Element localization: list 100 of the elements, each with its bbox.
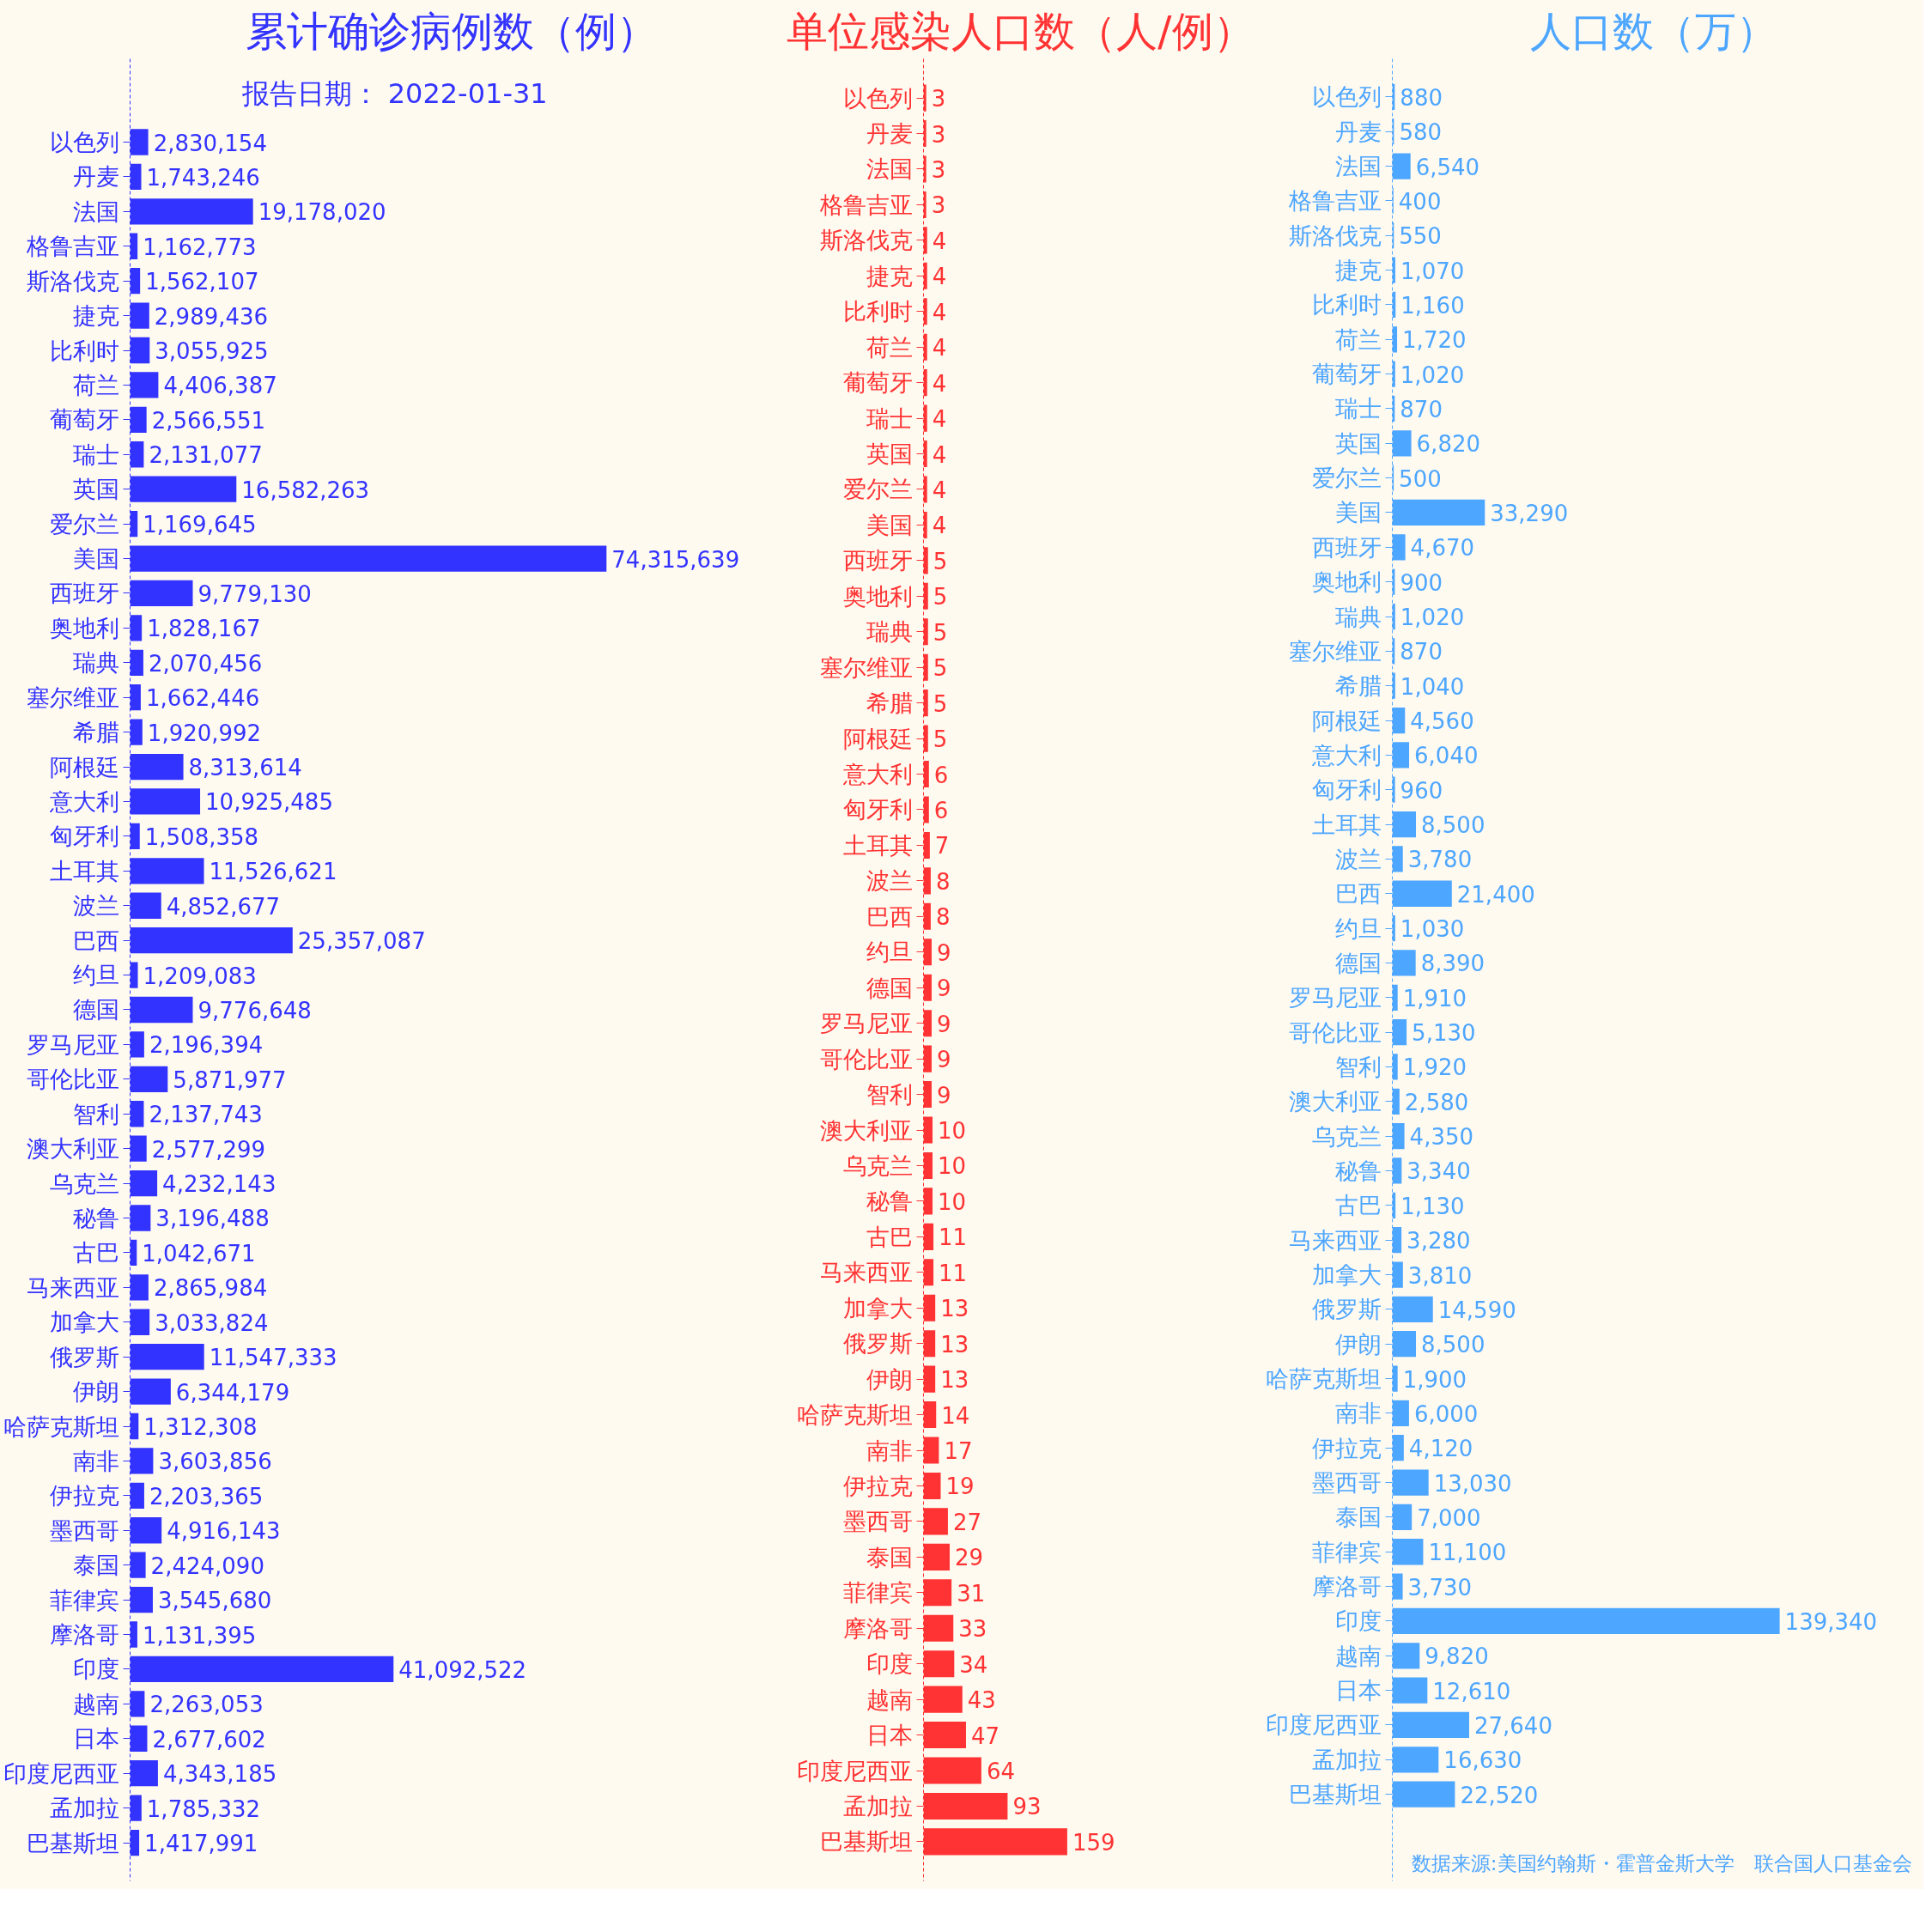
y-tick-label: 斯洛伐克	[26, 267, 119, 295]
y-tick-label: 丹麦	[866, 120, 913, 148]
data-label: 6,820	[1416, 431, 1481, 458]
data-label: 1,020	[1400, 605, 1465, 631]
y-tick-label: 孟加拉	[49, 1795, 119, 1822]
data-label: 5	[933, 690, 948, 717]
y-tick-label: 越南	[72, 1690, 119, 1717]
y-tick-label: 葡萄牙	[1311, 361, 1382, 388]
data-label: 2,203,365	[149, 1483, 264, 1510]
data-label: 25,357,087	[297, 928, 426, 955]
data-label: 7,000	[1417, 1504, 1481, 1531]
y-tick-label: 澳大利亚	[1288, 1088, 1382, 1115]
data-label: 2,566,551	[151, 407, 265, 434]
y-tick-label: 智利	[866, 1081, 913, 1109]
data-label: 2,830,154	[153, 130, 267, 156]
data-label: 9	[936, 1082, 951, 1109]
y-tick-label: 摩洛哥	[842, 1614, 913, 1642]
data-label: 13	[940, 1331, 969, 1358]
data-label: 11,526,621	[209, 859, 337, 885]
y-tick-label: 葡萄牙	[49, 406, 119, 434]
y-tick-label: 哈萨克斯坦	[796, 1401, 913, 1429]
y-tick-label: 以色列	[842, 84, 913, 112]
y-tick-label: 塞尔维亚	[1288, 637, 1382, 665]
y-tick-label: 格鲁吉亚	[818, 191, 913, 218]
y-tick-label: 奥地利	[49, 614, 119, 641]
data-label: 400	[1398, 188, 1442, 215]
data-label: 10	[938, 1188, 967, 1215]
y-tick-label: 瑞典	[1334, 603, 1382, 630]
data-label: 9,820	[1425, 1643, 1489, 1670]
data-label: 4,232,143	[162, 1171, 276, 1198]
y-tick-label: 俄罗斯	[1311, 1296, 1382, 1323]
data-label: 13	[940, 1296, 969, 1322]
y-tick-label: 德国	[72, 996, 119, 1024]
data-label: 900	[1400, 569, 1443, 596]
data-label: 64	[986, 1759, 1015, 1785]
y-tick-label: 哥伦比亚	[26, 1066, 119, 1093]
y-tick-label: 马来西亚	[26, 1273, 119, 1301]
data-label: 1,070	[1400, 258, 1465, 284]
y-tick-label: 捷克	[1334, 257, 1382, 284]
y-tick-label: 意大利	[1310, 741, 1382, 769]
data-label: 27,640	[1473, 1712, 1552, 1739]
data-label: 8,313,614	[188, 755, 302, 781]
y-tick-label: 德国	[866, 974, 913, 1001]
data-label: 21,400	[1456, 881, 1535, 908]
y-tick-label: 越南	[1334, 1642, 1382, 1669]
data-label: 6,540	[1415, 154, 1480, 180]
data-label: 4	[932, 406, 947, 433]
data-label: 3,055,925	[155, 338, 269, 365]
y-tick-label: 哥伦比亚	[819, 1045, 913, 1072]
y-tick-label: 波兰	[866, 867, 913, 895]
y-tick-label: 乌克兰	[49, 1170, 119, 1197]
y-tick-label: 马来西亚	[1288, 1226, 1382, 1254]
data-label: 6,000	[1413, 1400, 1479, 1427]
y-tick-label: 瑞士	[1334, 395, 1382, 422]
data-label: 3,780	[1407, 847, 1473, 873]
y-tick-label: 澳大利亚	[819, 1116, 913, 1144]
data-label: 4,120	[1408, 1436, 1473, 1462]
y-tick-label: 伊朗	[866, 1365, 913, 1393]
y-tick-label: 智利	[1334, 1053, 1382, 1080]
data-label: 7	[934, 833, 950, 860]
y-tick-label: 印度	[1334, 1607, 1382, 1635]
y-tick-label: 格鲁吉亚	[1287, 187, 1382, 215]
data-label: 4,560	[1410, 708, 1474, 735]
data-label: 14	[941, 1402, 970, 1429]
data-label: 139,340	[1784, 1608, 1878, 1635]
y-tick-label: 南非	[72, 1447, 119, 1474]
y-tick-label: 巴西	[866, 902, 913, 930]
y-tick-label: 英国	[1334, 429, 1382, 457]
data-label: 93	[1012, 1794, 1042, 1820]
data-label: 9	[936, 1011, 951, 1037]
y-tick-label: 丹麦	[72, 163, 119, 191]
y-tick-label: 匈牙利	[1311, 776, 1382, 804]
data-label: 11	[939, 1260, 968, 1286]
data-label: 2,580	[1404, 1089, 1469, 1115]
chart-title: 人口数（万）	[1530, 6, 1777, 55]
data-label: 13,030	[1433, 1470, 1512, 1497]
data-label: 4	[932, 228, 947, 254]
data-label: 43	[967, 1687, 996, 1714]
data-label: 19	[945, 1473, 975, 1500]
y-tick-label: 巴西	[72, 927, 119, 954]
data-label: 1,417,991	[144, 1831, 258, 1857]
data-label: 1,030	[1400, 916, 1465, 943]
data-label: 33,290	[1490, 500, 1569, 526]
y-tick-label: 巴基斯坦	[819, 1828, 913, 1856]
data-label: 4	[932, 299, 947, 325]
data-label: 1,312,308	[143, 1414, 258, 1441]
y-tick-label: 奥地利	[842, 582, 913, 610]
y-tick-label: 古巴	[1334, 1192, 1382, 1219]
data-label: 17	[944, 1438, 973, 1465]
data-label: 2,424,090	[150, 1552, 264, 1579]
y-tick-label: 哈萨克斯坦	[3, 1413, 119, 1440]
data-label: 3,603,856	[158, 1449, 272, 1475]
y-tick-label: 伊拉克	[842, 1472, 913, 1499]
source-note: 数据来源:美国约翰斯・霍普金斯大学 联合国人口基金会	[1411, 1852, 1912, 1875]
data-label: 1,828,167	[147, 616, 261, 642]
chart-title: 累计确诊病例数（例）	[246, 6, 658, 55]
data-label: 33	[958, 1616, 987, 1643]
y-tick-label: 格鲁吉亚	[25, 233, 119, 260]
data-label: 1,020	[1400, 361, 1465, 388]
y-tick-label: 印度	[866, 1650, 913, 1678]
